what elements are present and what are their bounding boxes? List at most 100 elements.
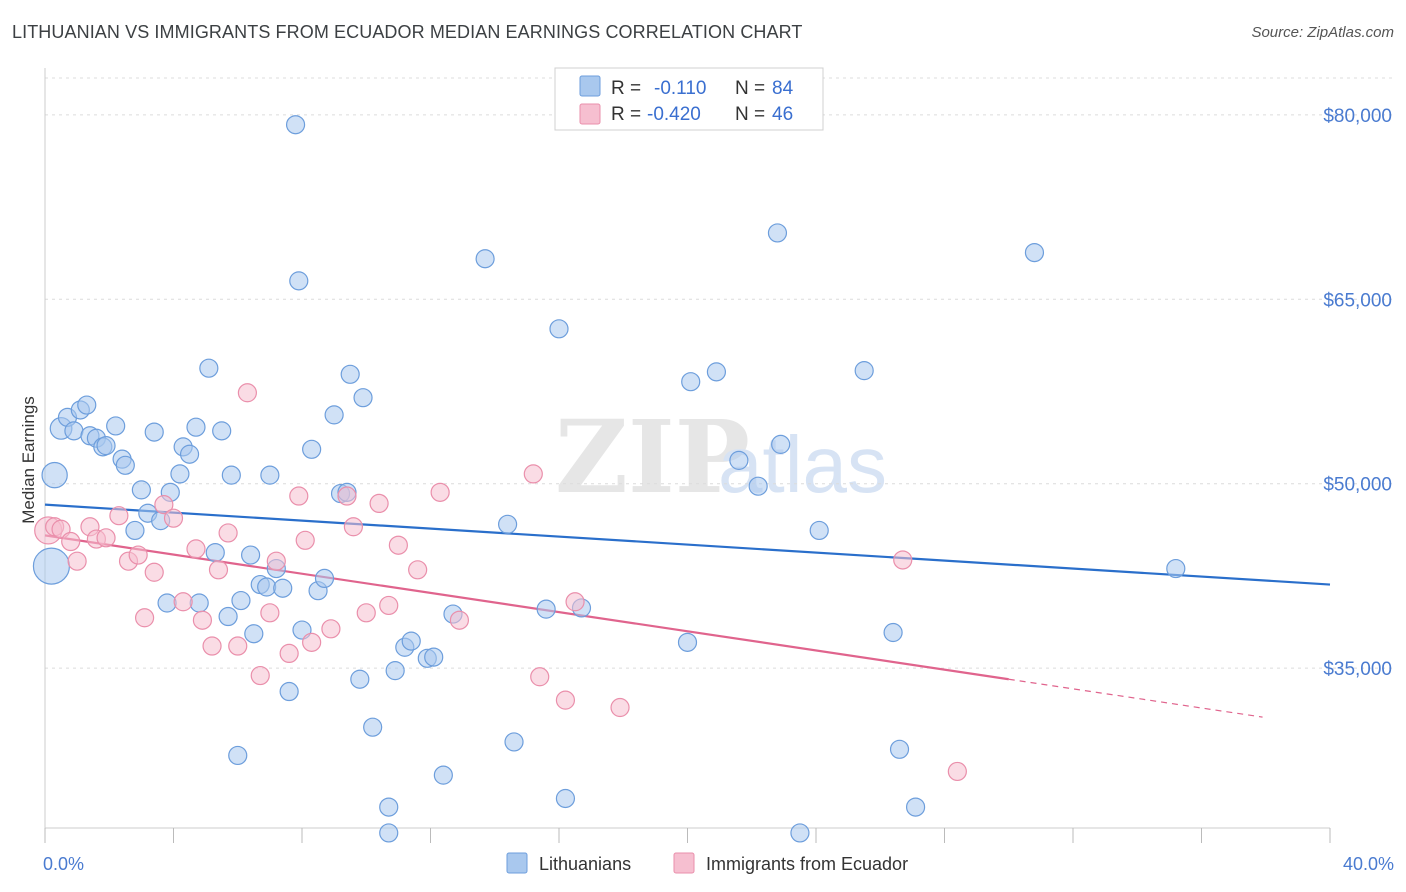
ecuador-point — [163, 508, 184, 528]
lithuanian-point — [729, 450, 749, 470]
legend-r-label-1: R = — [611, 78, 641, 99]
lithuanian-point — [363, 717, 383, 737]
lithuanian-point — [353, 388, 373, 408]
legend-r-value-1: -0.110 — [654, 78, 706, 99]
ecuador-point — [279, 643, 299, 664]
lithuanian-point — [706, 362, 727, 382]
trend-lines — [44, 503, 1331, 718]
lithuanian-point — [385, 661, 405, 681]
ecuador-point — [947, 761, 967, 782]
ecuador-point — [295, 530, 315, 550]
lithuanian-point — [228, 745, 248, 766]
legend-n-value-1: 84 — [772, 78, 794, 99]
lithuanian-point — [424, 647, 444, 667]
lithuanian-point — [279, 681, 299, 702]
legend-swatch-blue — [579, 75, 601, 97]
lithuanian-point — [205, 542, 225, 563]
legend-n-value-2: 46 — [772, 104, 793, 125]
ecuador-point — [202, 636, 222, 656]
legend-swatch-pink — [579, 103, 601, 125]
ecuador-point — [449, 610, 470, 630]
ecuador-point — [379, 595, 399, 616]
watermark: ZIP atlas — [555, 398, 887, 516]
lithuanian-point — [340, 364, 360, 384]
ecuador-point — [186, 539, 206, 559]
ecuador-point — [555, 690, 576, 710]
ecuador-point — [266, 551, 286, 571]
trend-line-ecuador-extension — [1008, 678, 1263, 718]
lithuanian-point — [790, 823, 810, 843]
ecuador-point — [408, 560, 428, 580]
lithuanian-point — [883, 622, 903, 643]
lithuanian-point — [157, 593, 177, 613]
ecuador-point — [154, 495, 174, 515]
lithuanian-point — [350, 669, 370, 689]
lithuanian-point — [549, 319, 569, 339]
lithuanian-point — [32, 547, 71, 585]
series-ecuador — [34, 383, 967, 782]
lithuanian-point — [189, 593, 209, 613]
series-legend: Lithuanians Immigrants from Ecuador — [506, 852, 908, 874]
lithuanian-point — [475, 249, 495, 269]
lithuanian-point — [854, 361, 874, 381]
ecuador-point — [134, 608, 155, 628]
ecuador-point — [523, 464, 543, 484]
lithuanian-point — [125, 520, 145, 541]
axes — [44, 68, 1331, 843]
lithuanian-point — [179, 444, 200, 464]
y-tick-label: $80,000 — [1323, 106, 1392, 127]
lithuanian-point — [1024, 242, 1045, 263]
lithuanian-point — [324, 405, 344, 425]
ecuador-point — [388, 535, 408, 555]
ecuador-point — [430, 482, 450, 502]
y-tick-label: $65,000 — [1323, 290, 1392, 311]
lithuanian-point — [96, 436, 116, 456]
lithuanian-point — [504, 732, 524, 752]
ecuador-point — [343, 517, 363, 537]
ecuador-point — [610, 697, 630, 718]
lithuanian-point — [41, 461, 68, 489]
ecuador-point — [260, 603, 280, 623]
lithuanian-point — [285, 115, 306, 135]
lithuanian-point — [401, 631, 421, 651]
source-label: Source: ZipAtlas.com — [1251, 24, 1394, 41]
ecuador-point — [289, 486, 309, 506]
lithuanian-point — [289, 271, 309, 291]
lithuanian-point — [199, 358, 219, 378]
lithuanian-point — [379, 797, 399, 817]
lithuanian-point — [1166, 558, 1186, 579]
y-tick-label: $50,000 — [1323, 475, 1392, 496]
bottom-legend-swatch-blue — [506, 852, 528, 874]
lithuanian-point — [302, 439, 322, 459]
lithuanian-point — [257, 577, 277, 597]
ecuador-point — [250, 665, 270, 686]
ecuador-point — [565, 592, 585, 612]
lithuanian-point — [536, 599, 556, 619]
trend-line-ecuador — [44, 534, 1009, 681]
lithuanian-point — [231, 590, 251, 611]
lithuanian-point — [115, 455, 135, 475]
lithuanian-point — [144, 422, 164, 442]
x-tick-label-min: 0.0% — [43, 854, 84, 874]
ecuador-point — [67, 551, 87, 571]
ecuador-point — [228, 636, 248, 656]
lithuanian-point — [905, 797, 926, 817]
lithuanian-point — [771, 434, 791, 454]
lithuanian-point — [64, 421, 84, 441]
lithuanian-point — [170, 464, 190, 484]
lithuanian-point — [681, 372, 701, 392]
chart-title: LITHUANIAN VS IMMIGRANTS FROM ECUADOR ME… — [12, 22, 803, 42]
legend-n-label-2: N = — [735, 104, 765, 125]
ecuador-point — [237, 383, 257, 403]
lithuanian-point — [314, 568, 335, 589]
ecuador-point — [369, 493, 389, 514]
lithuanian-point — [748, 476, 768, 496]
legend-r-label-2: R = — [611, 104, 641, 125]
lithuanian-point — [260, 465, 280, 485]
ecuador-point — [208, 560, 229, 580]
lithuanian-point — [809, 520, 829, 541]
trend-line-lithuanians — [44, 503, 1331, 586]
y-tick-label: $35,000 — [1323, 659, 1392, 680]
lithuanian-point — [186, 417, 206, 437]
